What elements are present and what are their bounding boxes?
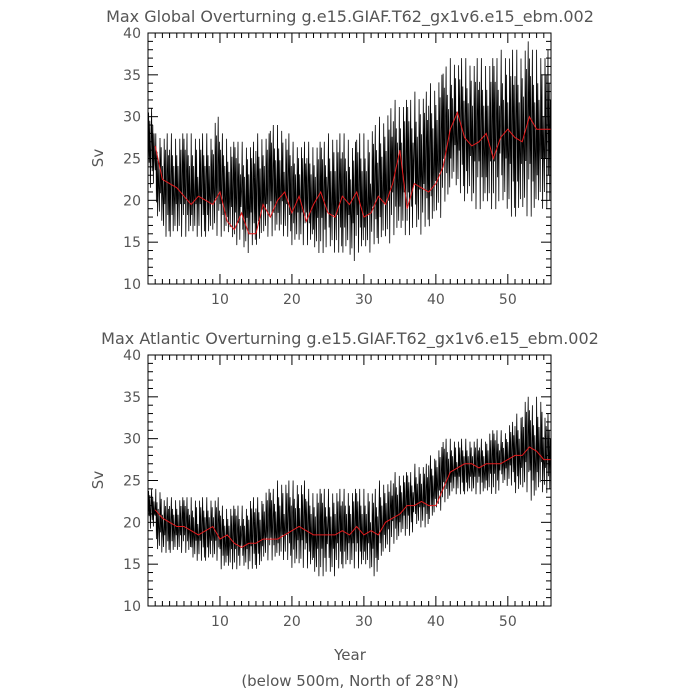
atlantic-x-tick-label: 30 (355, 614, 373, 630)
global-y-axis-label: Sv (89, 149, 107, 168)
global-y-tick-label: 40 (123, 26, 141, 42)
global-annual-mean-line (154, 111, 551, 235)
atlantic-y-tick-label: 20 (123, 515, 141, 531)
global-y-tick-label: 20 (123, 193, 141, 209)
atlantic-x-tick-label: 40 (427, 614, 445, 630)
atlantic-plot-frame (147, 354, 552, 607)
atlantic-y-tick-label: 15 (123, 557, 141, 573)
global-monthly-series-line (147, 41, 551, 262)
atlantic-y-tick-label: 40 (123, 348, 141, 364)
atlantic-x-tick-label: 20 (283, 614, 301, 630)
global-x-tick-label: 30 (355, 292, 373, 308)
atlantic-y-axis-label: Sv (89, 471, 107, 490)
global-x-tick-label: 50 (499, 292, 517, 308)
atlantic-x-tick-label: 10 (211, 614, 229, 630)
global-chart-title: Max Global Overturning g.e15.GIAF.T62_gx… (106, 7, 594, 27)
atlantic-y-tick-label: 25 (123, 474, 141, 490)
atlantic-annual-mean-line (154, 446, 551, 548)
global-overturning-panel: Max Global Overturning g.e15.GIAF.T62_gx… (89, 7, 594, 308)
atlantic-y-tick-label: 35 (123, 390, 141, 406)
global-x-tick-label: 10 (211, 292, 229, 308)
atlantic-monthly-series-line (147, 396, 551, 577)
global-plot-frame (147, 32, 552, 285)
global-y-tick-label: 25 (123, 152, 141, 168)
atlantic-y-tick-label: 30 (123, 432, 141, 448)
atlantic-overturning-panel: Max Atlantic Overturning g.e15.GIAF.T62_… (89, 329, 599, 664)
global-y-tick-label: 35 (123, 68, 141, 84)
global-y-tick-label: 30 (123, 110, 141, 126)
atlantic-chart-title: Max Atlantic Overturning g.e15.GIAF.T62_… (101, 329, 599, 349)
atlantic-y-tick-label: 10 (123, 599, 141, 615)
atlantic-x-tick-label: 50 (499, 614, 517, 630)
global-x-tick-label: 40 (427, 292, 445, 308)
x-axis-label: Year (333, 646, 367, 664)
global-y-tick-label: 15 (123, 235, 141, 251)
figure-caption: (below 500m, North of 28°N) (241, 672, 458, 690)
global-y-tick-label: 10 (123, 277, 141, 293)
global-x-tick-label: 20 (283, 292, 301, 308)
